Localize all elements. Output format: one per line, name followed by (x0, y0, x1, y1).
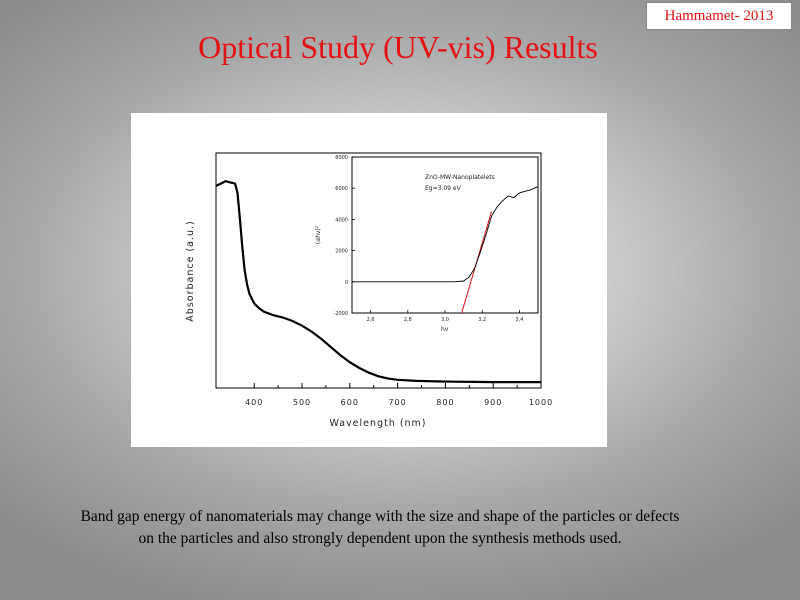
absorbance-curve (215, 180, 541, 384)
main-x-tick-label: 900 (484, 398, 502, 407)
slide-caption: Band gap energy of nanomaterials may cha… (20, 506, 740, 550)
inset-x-tick-label: 2,6 (367, 317, 375, 323)
inset-x-tick-label: 2,8 (404, 317, 412, 323)
inset-y-tick-label: 4000 (335, 217, 348, 223)
inset-y-axis-label: (αhν)² (315, 225, 322, 244)
main-plot-frame (215, 152, 542, 389)
inset-y-tick-label: 8000 (335, 155, 348, 161)
main-x-tick-label: 700 (388, 398, 406, 407)
main-x-axis-label: Wavelength (nm) (329, 418, 426, 429)
slide-title: Optical Study (UV-vis) Results (198, 29, 598, 65)
main-x-tick-label: 500 (293, 398, 311, 407)
inset-x-tick-label: 3,0 (441, 317, 449, 323)
band-gap-annotation: Eg=3.09 eV (425, 185, 462, 192)
caption-line-1: Band gap energy of nanomaterials may cha… (80, 508, 680, 525)
conference-badge: Hammamet- 2013 (646, 2, 792, 30)
main-x-tick-label: 800 (436, 398, 454, 407)
inset-y-tick-label: 0 (345, 280, 348, 286)
inset-x-axis-label: hν (441, 326, 449, 333)
inset-y-tick-label: -2000 (333, 311, 348, 317)
main-y-axis-label: Absorbance (a.u.) (185, 220, 196, 321)
inset-y-tick-label: 2000 (335, 249, 348, 255)
inset-plot-frame (351, 156, 539, 314)
main-x-tick-label: 1000 (529, 398, 553, 407)
caption-line-2: on the particles and also strongly depen… (138, 530, 622, 547)
inset-y-tick-label: 6000 (335, 186, 348, 192)
inset-x-tick-label: 3,2 (478, 317, 486, 323)
main-x-tick-label: 400 (245, 398, 263, 407)
inset-x-tick-label: 3,4 (515, 317, 523, 323)
absorbance-chart: 400 500 600 700 800 900 1000 Wavelength (nm) A… (185, 152, 553, 429)
uv-vis-figure: 400 500 600 700 800 900 1000 Wavelength (nm) A… (131, 113, 607, 447)
tauc-curve (352, 186, 539, 283)
main-x-tick-label: 600 (341, 398, 359, 407)
inset-title: ZnO-MW-Nanoplatelets (425, 174, 495, 181)
